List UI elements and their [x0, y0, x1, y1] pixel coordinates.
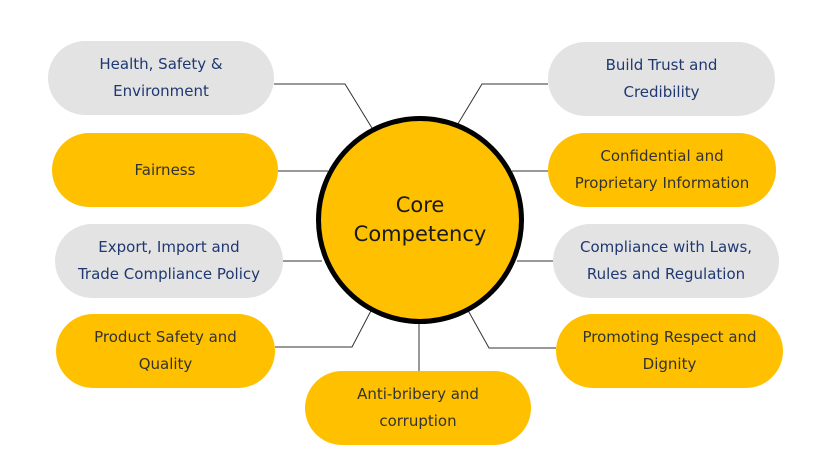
- core-competency-label: Core Competency: [353, 193, 487, 246]
- node-label-export-import-trade: Export, Import and Trade Compliance Poli…: [77, 238, 261, 283]
- connector-respect-dignity: [464, 304, 556, 349]
- node-confidential-info: Confidential and Proprietary Information: [548, 133, 776, 207]
- node-label-anti-bribery: Anti-bribery and corruption: [357, 385, 479, 430]
- node-build-trust: Build Trust and Credibility: [548, 42, 775, 116]
- node-compliance-laws: Compliance with Laws, Rules and Regulati…: [553, 224, 779, 298]
- node-label-respect-dignity: Promoting Respect and Dignity: [582, 328, 757, 373]
- core-competency-circle: Core Competency: [316, 116, 524, 324]
- node-respect-dignity: Promoting Respect and Dignity: [556, 314, 783, 388]
- node-label-health-safety-environment: Health, Safety & Environment: [99, 55, 223, 100]
- node-label-build-trust: Build Trust and Credibility: [605, 56, 718, 101]
- connector-product-safety-quality: [275, 304, 375, 348]
- node-anti-bribery: Anti-bribery and corruption: [305, 371, 531, 445]
- node-fairness: Fairness: [52, 133, 278, 207]
- node-label-confidential-info: Confidential and Proprietary Information: [574, 147, 750, 192]
- node-export-import-trade: Export, Import and Trade Compliance Poli…: [55, 224, 283, 298]
- node-label-product-safety-quality: Product Safety and Quality: [94, 328, 237, 373]
- connector-health-safety-environment: [274, 83, 373, 129]
- node-product-safety-quality: Product Safety and Quality: [56, 314, 275, 388]
- node-label-compliance-laws: Compliance with Laws, Rules and Regulati…: [579, 238, 753, 283]
- node-label-fairness: Fairness: [134, 160, 196, 179]
- node-health-safety-environment: Health, Safety & Environment: [48, 41, 274, 115]
- connector-build-trust: [455, 83, 548, 128]
